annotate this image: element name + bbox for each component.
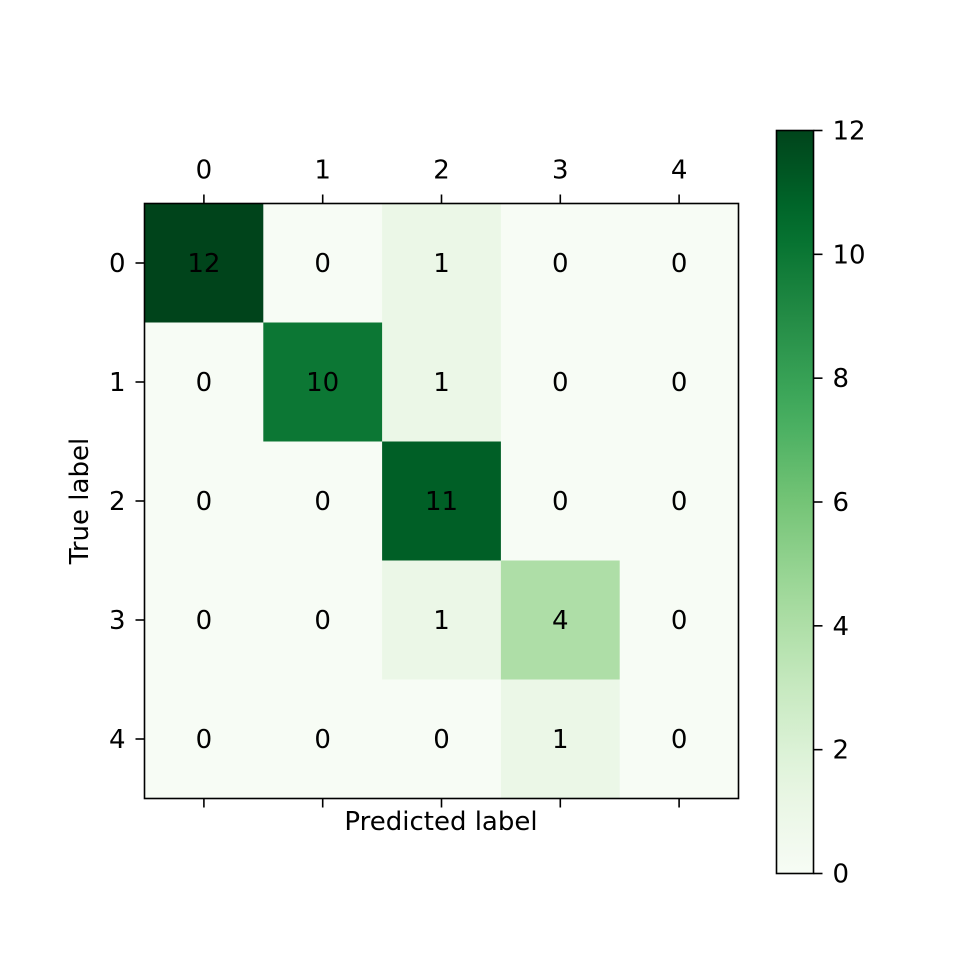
cell-value-label: 1	[552, 725, 569, 755]
x-tick-label: 3	[552, 156, 569, 186]
cell-value-label: 1	[433, 606, 450, 636]
colorbar-tick-label: 0	[833, 860, 850, 890]
heatmap-cell	[619, 679, 739, 799]
heatmap-cell	[144, 679, 264, 799]
y-axis-ticks: 0 1 2 3 4	[109, 249, 145, 755]
heatmap-cell	[382, 560, 502, 680]
x-tick-label: 4	[671, 156, 688, 186]
heatmap-cell	[619, 560, 739, 680]
colorbar-ticks: 0 2 4 6 8 10 12	[813, 117, 866, 890]
cell-value-label: 0	[196, 725, 213, 755]
x-tick-label: 1	[314, 156, 331, 186]
y-tick-label: 1	[109, 368, 126, 398]
cell-value-label: 1	[433, 249, 450, 279]
cell-value-label: 0	[196, 606, 213, 636]
y-tick-label: 0	[109, 249, 126, 279]
heatmap-cell	[382, 679, 502, 799]
cell-value-label: 0	[552, 368, 569, 398]
cell-value-label: 0	[671, 725, 688, 755]
cell-value-label: 0	[314, 249, 331, 279]
heatmap-cell	[619, 322, 739, 442]
cell-value-label: 0	[671, 487, 688, 517]
cell-value-label: 0	[552, 249, 569, 279]
cell-value-label: 0	[671, 606, 688, 636]
cell-value-label: 10	[306, 368, 339, 398]
heatmap-cell	[144, 441, 264, 561]
heatmap-cell	[500, 560, 621, 680]
x-tick-label: 0	[196, 156, 213, 186]
y-tick-label: 4	[109, 725, 126, 755]
heatmap-cell	[382, 322, 502, 442]
heatmap-cell	[500, 441, 621, 561]
heatmap-cell	[263, 679, 383, 799]
colorbar-tick-label: 2	[833, 736, 850, 766]
cell-value-label: 0	[671, 249, 688, 279]
heatmap-cell	[382, 441, 502, 561]
cell-value-label: 0	[433, 725, 450, 755]
heatmap-cells	[144, 203, 739, 799]
heatmap-cell	[263, 322, 383, 442]
heatmap-cell	[500, 322, 621, 442]
cell-value-label: 0	[314, 725, 331, 755]
colorbar-tick-label: 4	[833, 612, 850, 642]
cell-value-label: 12	[187, 249, 220, 279]
heatmap-cell	[263, 441, 383, 561]
cell-value-label: 0	[552, 487, 569, 517]
cell-value-label: 0	[196, 487, 213, 517]
colorbar-tick-label: 6	[833, 488, 850, 518]
heatmap-cell	[500, 203, 621, 323]
colorbar-tick-label: 12	[833, 117, 866, 147]
cell-value-label: 11	[425, 487, 458, 517]
y-tick-label: 3	[109, 606, 126, 636]
x-axis-ticks: 0 1 2 3 4	[196, 156, 688, 808]
heatmap-cell	[619, 203, 739, 323]
cell-value-label: 0	[314, 487, 331, 517]
heatmap-cell	[144, 203, 264, 323]
cell-value-label: 4	[552, 606, 569, 636]
heatmap-cell	[263, 203, 383, 323]
heatmap-cell	[619, 441, 739, 561]
heatmap-cell-labels: 12 0 1 0 00 10 1 0 00 0 11 0 00 0 1 4 00 0 0 1 0	[187, 249, 687, 755]
heatmap-cell	[144, 322, 264, 442]
cell-value-label: 1	[433, 368, 450, 398]
y-axis-label: True label	[65, 438, 95, 565]
cell-value-label: 0	[671, 368, 688, 398]
heatmap-cell	[263, 560, 383, 680]
y-tick-label: 2	[109, 487, 126, 517]
x-axis-label: Predicted label	[344, 807, 537, 837]
heatmap-cell	[500, 679, 621, 799]
colorbar-tick-label: 10	[833, 240, 866, 270]
cell-value-label: 0	[196, 368, 213, 398]
x-tick-label: 2	[433, 156, 450, 186]
heatmap-cell	[144, 560, 264, 680]
cell-value-label: 0	[314, 606, 331, 636]
colorbar-tick-label: 8	[833, 364, 850, 394]
colorbar	[775, 129, 815, 875]
heatmap-cell	[382, 203, 502, 323]
